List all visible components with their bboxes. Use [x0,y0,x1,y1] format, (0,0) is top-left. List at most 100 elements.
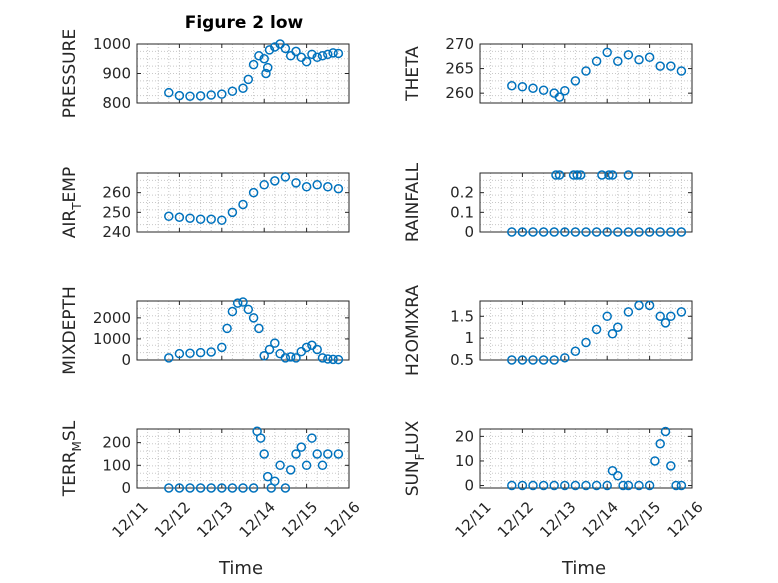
data-point [280,483,291,493]
data-point [634,54,644,65]
data-point [570,480,581,491]
data-point [195,483,206,493]
data-point [164,353,174,363]
data-point [528,355,538,365]
data-point [591,324,602,335]
data-point [613,470,623,481]
data-point [317,460,328,471]
subplot-theta: 260 265 270 THETA [403,35,693,104]
data-point [538,227,549,237]
y-axis-label: THETA [403,46,423,102]
x-tick-label: 12/15 [278,498,321,541]
data-point [517,82,528,92]
data-point [581,480,591,491]
data-point [259,449,269,459]
y-tick-label: 0 [121,479,131,497]
data-point [195,347,206,358]
data-point [666,311,676,322]
data-point [238,83,248,93]
data-point [164,87,174,98]
data-point [581,66,591,76]
data-point [528,227,538,237]
data-point [248,59,259,70]
data-point [538,355,549,365]
data-point [301,182,312,192]
data-point [174,348,185,359]
data-point [270,476,280,486]
data-point [549,480,559,491]
data-point [528,83,538,93]
data-point [538,85,549,95]
data-point [270,42,280,52]
data-point [517,480,528,491]
axes-box [136,172,350,233]
x-tick-label: 12/16 [663,498,706,541]
data-point [248,313,259,323]
y-tick-label: 1000 [93,330,131,348]
data-point [333,48,344,59]
data-point [264,45,275,55]
data-point [623,307,634,317]
data-point [307,433,317,443]
data-point [262,471,273,482]
y-tick-label: 0 [464,223,474,241]
data-point [581,227,591,237]
data-point [575,170,586,180]
y-tick-label: 1.5 [450,307,474,325]
data-point [301,342,312,353]
data-point [660,426,671,437]
data-point [572,170,582,180]
y-axis-label: SUNFLUX [403,420,427,496]
data-point [655,439,665,449]
data-point [591,480,602,491]
data-point [618,480,628,491]
data-point [676,227,687,237]
axes-box [136,43,350,104]
data-point [174,212,185,222]
data-point [560,480,570,491]
data-point [528,480,538,491]
x-axis-label: Time [218,558,263,579]
y-tick-label: 800 [102,94,131,112]
data-point [655,227,665,237]
data-point [291,449,301,459]
data-point [549,355,559,365]
y-tick-label: 2000 [93,309,131,327]
data-point [655,61,665,71]
data-point [206,347,216,357]
data-point [259,351,269,361]
x-tick-label: 12/13 [193,498,236,541]
data-point [238,483,248,493]
x-tick-label: 12/14 [579,498,622,541]
data-point [312,180,322,190]
data-point [243,74,254,85]
data-point [262,62,273,73]
data-point [185,483,195,493]
subplot-h2omixra: 0.5 1 1.5 H2OMIXRA [403,285,693,376]
data-point [259,54,269,64]
data-point [206,483,216,493]
data-point [291,46,301,57]
y-axis-label: PRESSURE [60,29,80,118]
data-point [301,460,312,471]
data-point [206,214,216,224]
x-tick-label: 12/13 [536,498,579,541]
data-point [164,211,174,222]
x-tick-label: 12/11 [108,498,151,541]
data-point [301,56,312,67]
data-point [185,348,195,359]
data-point [222,323,232,334]
axes-box [479,428,693,489]
data-point [666,461,676,471]
y-tick-label: 265 [445,60,474,78]
data-point [174,483,185,493]
y-tick-label: 250 [102,203,131,221]
data-point [570,346,581,357]
y-axis-label: MIXDEPTH [60,286,80,375]
data-point [634,480,644,491]
x-tick-label: 12/12 [494,498,537,541]
data-point [644,480,655,491]
data-point [296,442,307,452]
data-point [285,352,296,362]
data-point [644,300,655,311]
